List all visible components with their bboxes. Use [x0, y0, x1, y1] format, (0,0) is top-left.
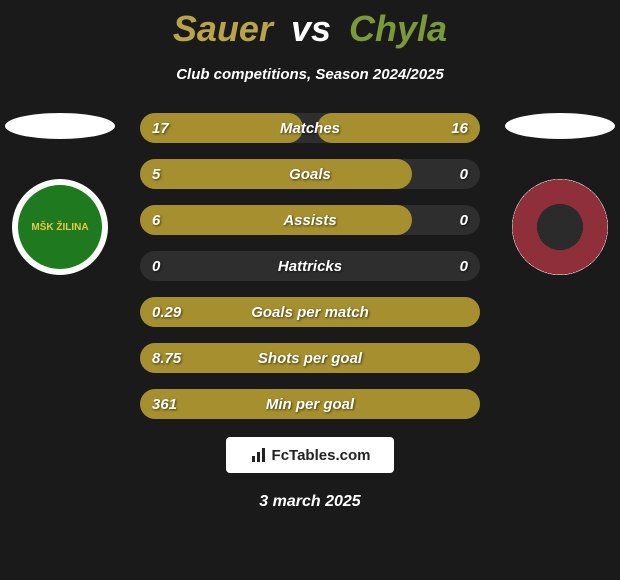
player1-photo-placeholder [5, 113, 115, 139]
left-side: MŠK ŽILINA [0, 113, 120, 275]
bar-value-left: 0.29 [140, 297, 193, 327]
player2-photo-placeholder [505, 113, 615, 139]
bar-label: Shots per goal [258, 350, 362, 367]
bar-row: 5 0 Goals [140, 159, 480, 189]
bar-value-left: 361 [140, 389, 189, 419]
bar-value-right [456, 297, 480, 327]
team2-crest [512, 179, 608, 275]
bar-value-right: 0 [448, 251, 480, 281]
bar-label: Min per goal [266, 396, 354, 413]
bar-fill-left [140, 205, 412, 235]
bar-row: 6 0 Assists [140, 205, 480, 235]
bar-row: 361 Min per goal [140, 389, 480, 419]
bar-value-right [456, 343, 480, 373]
source-badge: FcTables.com [226, 437, 394, 473]
comparison-bars: 17 16 Matches 5 0 Goals 6 0 Assists 0 0 Hattricks 0.… [140, 113, 480, 419]
bar-row: 8.75 Shots per goal [140, 343, 480, 373]
bar-label: Goals [289, 166, 331, 183]
bar-value-right: 0 [448, 159, 480, 189]
bar-label: Goals per match [251, 304, 369, 321]
bar-value-left: 17 [140, 113, 181, 143]
bar-row: 0 0 Hattricks [140, 251, 480, 281]
bar-value-left: 5 [140, 159, 172, 189]
vs-text: vs [291, 8, 331, 49]
bar-value-left: 8.75 [140, 343, 193, 373]
date-text: 3 march 2025 [0, 493, 620, 511]
right-side [500, 113, 620, 275]
team1-crest: MŠK ŽILINA [12, 179, 108, 275]
source-text: FcTables.com [272, 447, 371, 464]
comparison-content: MŠK ŽILINA 1716Matches50Goals60Assists00… [0, 113, 620, 419]
bar-label: Hattricks [278, 258, 342, 275]
page-title: Sauer vs Chyla [0, 0, 620, 50]
bar-value-right: 0 [448, 205, 480, 235]
bar-value-right [456, 389, 480, 419]
bar-value-right: 16 [439, 113, 480, 143]
bar-label: Assists [283, 212, 336, 229]
bar-label: Matches [280, 120, 340, 137]
chart-icon [250, 446, 268, 464]
bar-fill-left [140, 159, 412, 189]
bar-value-left: 6 [140, 205, 172, 235]
player2-name: Chyla [349, 8, 447, 49]
bar-row: 17 16 Matches [140, 113, 480, 143]
team1-crest-text: MŠK ŽILINA [31, 222, 88, 233]
bar-value-left: 0 [140, 251, 172, 281]
subtitle: Club competitions, Season 2024/2025 [0, 66, 620, 83]
bar-row: 0.29 Goals per match [140, 297, 480, 327]
player1-name: Sauer [173, 8, 273, 49]
